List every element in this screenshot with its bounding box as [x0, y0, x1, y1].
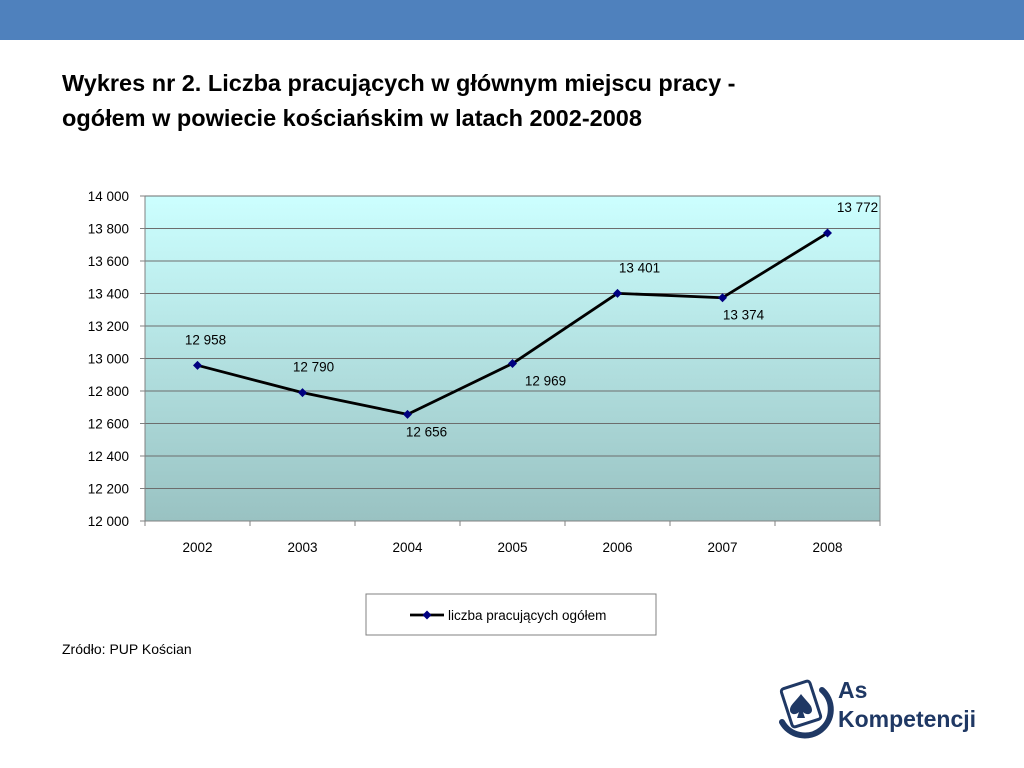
header-bar — [0, 0, 1024, 40]
y-tick-label: 13 400 — [88, 287, 129, 302]
y-tick-label: 13 000 — [88, 352, 129, 367]
x-tick-label: 2002 — [182, 540, 212, 555]
y-tick-label: 14 000 — [88, 189, 129, 204]
title-line-2: ogółem w powiecie kościańskim w latach 2… — [62, 105, 642, 131]
x-tick-label: 2005 — [497, 540, 527, 555]
data-label: 13 401 — [619, 260, 660, 275]
line-chart: 12 000 12 200 12 400 12 600 12 800 13 000 13 2… — [88, 189, 881, 636]
data-label: 12 958 — [185, 332, 226, 347]
y-tick-label: 12 000 — [88, 514, 129, 529]
data-label: 13 772 — [837, 200, 878, 215]
data-label: 12 969 — [525, 374, 566, 389]
data-point — [508, 359, 517, 369]
data-point — [193, 360, 202, 370]
title-line-1: Wykres nr 2. Liczba pracujących w główny… — [62, 70, 736, 96]
y-tick-label: 12 200 — [88, 482, 129, 497]
y-tick-label: 12 800 — [88, 384, 129, 399]
data-label: 13 374 — [723, 308, 765, 323]
x-tick-label: 2008 — [812, 540, 842, 555]
source-note: Zródło: PUP Kościan — [62, 641, 192, 657]
data-point — [718, 293, 727, 303]
y-tick-label: 13 200 — [88, 319, 129, 334]
y-tick-label: 12 400 — [88, 449, 129, 464]
data-point — [613, 288, 622, 298]
x-tick-label: 2004 — [392, 540, 423, 555]
logo-line-1: As — [838, 677, 868, 703]
data-label: 12 656 — [406, 424, 447, 439]
legend-label: liczba pracujących ogółem — [448, 608, 606, 623]
company-logo: As Kompetencji — [770, 672, 1000, 748]
logo-text: As Kompetencji — [838, 676, 976, 734]
spade-card-icon — [779, 679, 834, 739]
data-point — [298, 388, 307, 398]
x-tick-label: 2003 — [287, 540, 317, 555]
y-tick-label: 13 600 — [88, 254, 129, 269]
x-tick-label: 2006 — [602, 540, 632, 555]
y-tick-label: 12 600 — [88, 417, 129, 432]
data-point — [403, 409, 412, 419]
x-tick-label: 2007 — [707, 540, 737, 555]
data-point — [823, 228, 832, 238]
logo-line-2: Kompetencji — [838, 706, 977, 732]
legend-marker — [422, 610, 432, 620]
slide-title: Wykres nr 2. Liczba pracujących w główny… — [62, 66, 922, 136]
data-label: 12 790 — [293, 360, 334, 375]
y-tick-label: 13 800 — [88, 222, 129, 237]
